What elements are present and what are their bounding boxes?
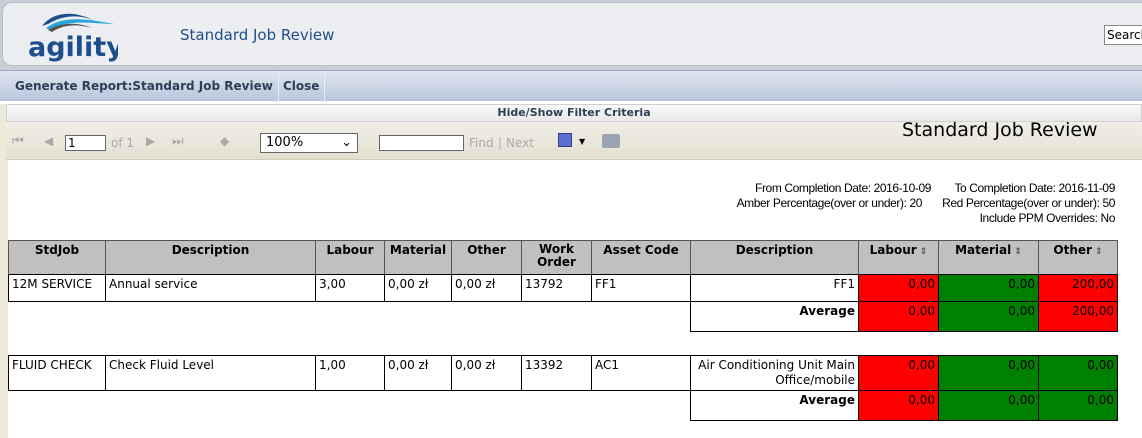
separator: | — [498, 136, 503, 150]
previous-page-icon[interactable]: ◀ — [44, 134, 54, 148]
cell-labour: 3,00 — [315, 274, 385, 302]
find-input[interactable] — [379, 135, 464, 151]
agility-logo: agility — [28, 13, 118, 63]
variance-material: 0,00 — [938, 355, 1039, 391]
variance-labour: 0,00 — [858, 274, 939, 302]
column-header-label: Asset Code — [603, 243, 679, 257]
last-page-icon[interactable]: ⏭ — [172, 134, 184, 149]
app-title: Standard Job Review — [180, 26, 335, 44]
column-header: Asset Code — [591, 240, 691, 275]
column-header-label: Work Order — [537, 242, 576, 269]
variance-labour: 0,00 — [858, 355, 939, 391]
column-header: Description — [690, 240, 859, 275]
column-header-label: Material — [389, 243, 447, 257]
find-link[interactable]: Find — [469, 136, 494, 150]
cell-work-order: 13392 — [521, 355, 592, 391]
column-header-label: Description — [735, 243, 814, 257]
average-labour: 0,00 — [858, 301, 939, 332]
column-header: StdJob — [8, 240, 106, 275]
column-header-label: Other — [467, 243, 506, 257]
cell-asset-description: FF1 — [690, 274, 859, 302]
average-label: Average — [690, 390, 859, 421]
cell-description: Check Fluid Level — [105, 355, 316, 391]
column-header[interactable]: Labour ⇕ — [858, 240, 939, 275]
cell-material: 0,00 zł — [384, 355, 452, 391]
hide-show-filter-toggle[interactable]: Hide/Show Filter Criteria — [6, 104, 1142, 122]
chevron-down-icon: ⌄ — [341, 135, 352, 150]
column-header-label: StdJob — [34, 243, 80, 257]
cell-labour: 1,00 — [315, 355, 385, 391]
to-date: To Completion Date: 2016-11-09 — [954, 181, 1115, 195]
header-panel — [2, 2, 1142, 66]
zoom-select[interactable]: 100% ⌄ — [260, 133, 358, 153]
column-header-label: Labour — [326, 243, 374, 257]
report-toolbar — [6, 122, 1142, 160]
sort-icon[interactable]: ⇕ — [1091, 247, 1103, 257]
column-header-label: Material — [955, 243, 1012, 257]
variance-material: 0,00 — [938, 274, 1039, 302]
average-label: Average — [690, 301, 859, 332]
first-page-icon[interactable]: ⏮ — [12, 134, 24, 149]
column-header: Description — [105, 240, 316, 275]
column-header: Work Order — [521, 240, 592, 275]
variance-other: 200,00 — [1038, 274, 1118, 302]
cell-asset-description: Air Conditioning Unit Main Office/mobile — [690, 355, 859, 391]
cell-other: 0,00 zł — [451, 355, 522, 391]
column-header-label: Labour — [869, 243, 917, 257]
cell-stdjob: 12M SERVICE — [8, 274, 106, 302]
column-header[interactable]: Material ⇕ — [938, 240, 1039, 275]
export-dropdown-icon[interactable]: ▼ — [579, 137, 586, 146]
report-title: Standard Job Review — [902, 119, 1098, 141]
average-material: 0,00 — [938, 390, 1039, 421]
next-link[interactable]: Next — [506, 136, 534, 150]
svg-text:agility: agility — [28, 32, 118, 63]
average-labour: 0,00 — [858, 390, 939, 421]
column-header-label: Other — [1053, 243, 1092, 257]
cell-material: 0,00 zł — [384, 274, 452, 302]
average-other: 200,00 — [1038, 301, 1118, 332]
cell-asset-code: AC1 — [591, 355, 691, 391]
close-button[interactable]: Close — [278, 71, 326, 101]
cell-asset-code: FF1 — [591, 274, 691, 302]
average-other: 0,00 — [1038, 390, 1118, 421]
cell-other: 0,00 zł — [451, 274, 522, 302]
column-header: Material — [384, 240, 452, 275]
column-header: Other — [451, 240, 522, 275]
variance-other: 0,00 — [1038, 355, 1118, 391]
amber-percentage: Amber Percentage(over or under): 20 — [736, 196, 923, 210]
back-icon[interactable]: ◆ — [220, 134, 230, 148]
search-input[interactable]: Search — [1104, 25, 1142, 45]
print-icon[interactable] — [602, 134, 620, 148]
sort-icon[interactable]: ⇕ — [916, 247, 928, 257]
sort-icon[interactable]: ⇕ — [1011, 247, 1022, 257]
average-material: 0,00 — [938, 301, 1039, 332]
column-header: Labour — [315, 240, 385, 275]
red-percentage: Red Percentage(over or under): 50 — [942, 196, 1115, 210]
column-header-label: Description — [171, 243, 250, 257]
generate-report-button[interactable]: Generate Report:Standard Job Review — [10, 71, 279, 101]
cell-description: Annual service — [105, 274, 316, 302]
left-border — [0, 160, 8, 438]
column-header[interactable]: Other ⇕ — [1038, 240, 1118, 275]
cell-work-order: 13792 — [521, 274, 592, 302]
export-icon[interactable] — [558, 133, 572, 147]
from-date: From Completion Date: 2016-10-09 — [755, 181, 931, 195]
cell-stdjob: FLUID CHECK — [8, 355, 106, 391]
page-number-input[interactable]: 1 — [65, 135, 106, 151]
include-ppm: Include PPM Overrides: No — [979, 211, 1116, 225]
page-count: of 1 — [111, 136, 135, 150]
zoom-value: 100% — [266, 135, 304, 150]
menu-bar: Generate Report:Standard Job Review Clos… — [0, 70, 1142, 101]
next-page-icon[interactable]: ▶ — [146, 134, 156, 148]
